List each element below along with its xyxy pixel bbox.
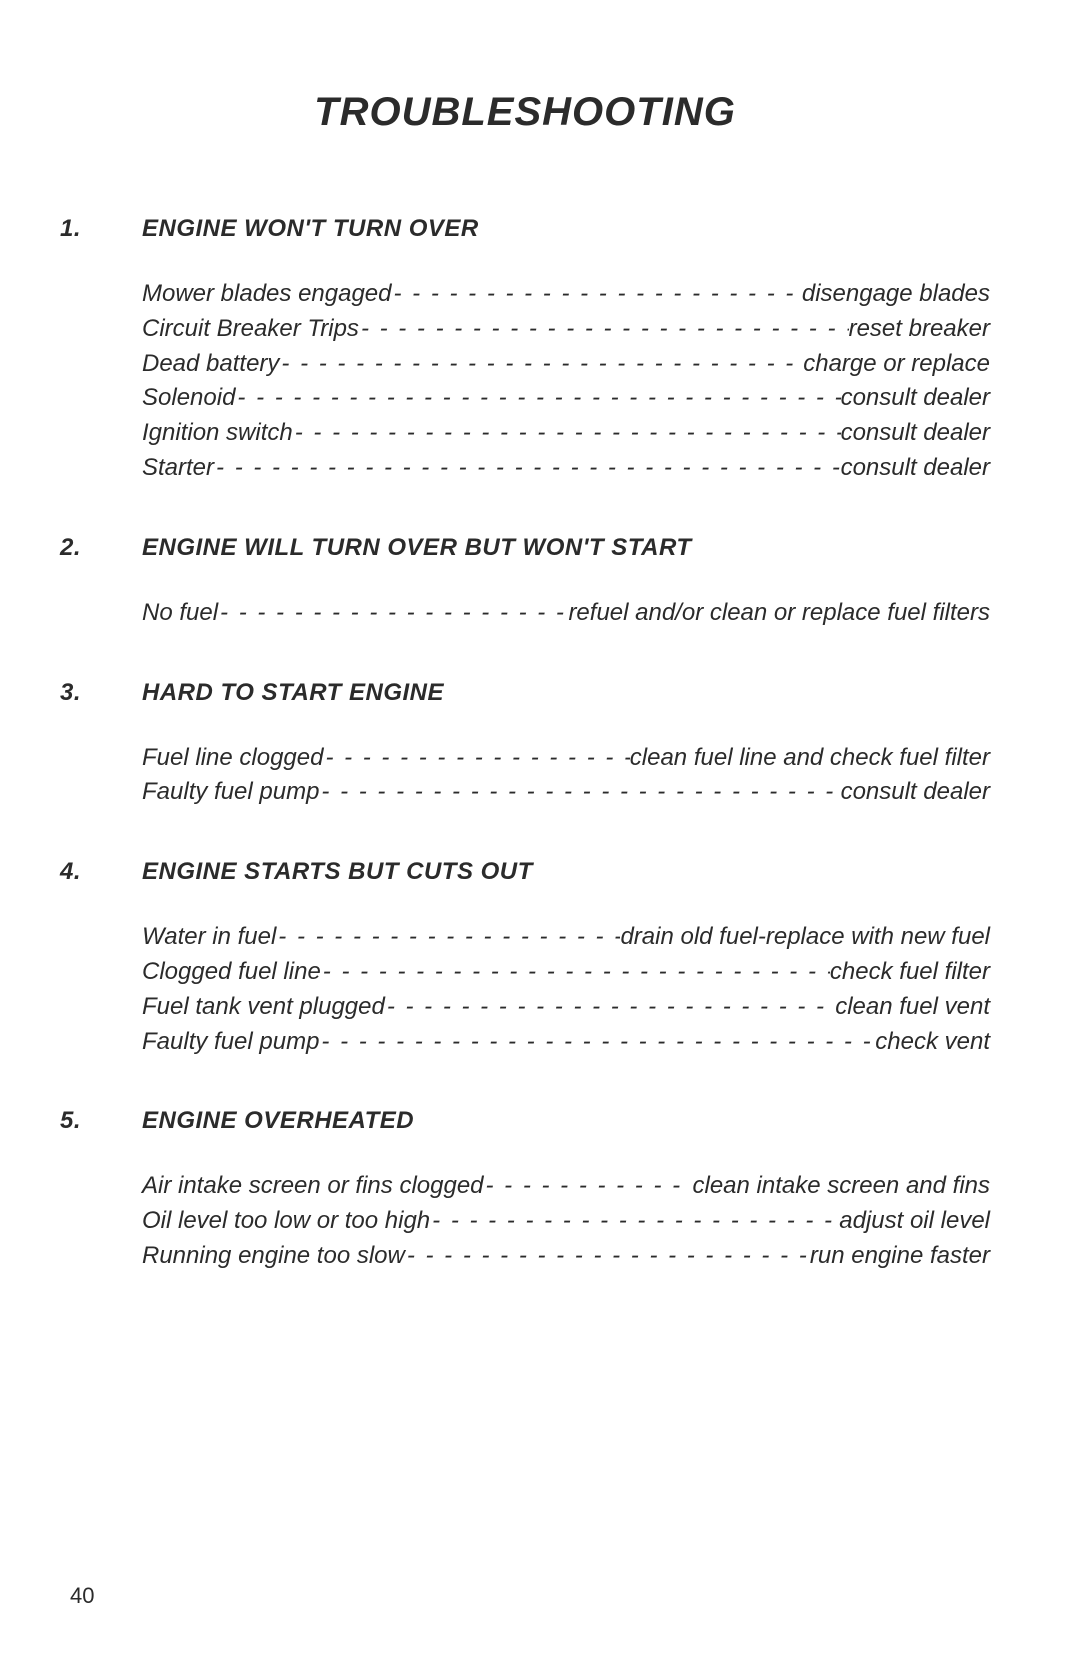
section: 1.ENGINE WON'T TURN OVER Mower blades eng…	[60, 215, 990, 486]
remedy-text: charge or replace	[803, 347, 990, 382]
page-number: 40	[70, 1583, 94, 1609]
section-header: 5.ENGINE OVERHEATED	[60, 1107, 990, 1135]
section-items: Air intake screen or fins clogged- - - -…	[60, 1169, 990, 1273]
troubleshoot-row: Air intake screen or fins clogged- - - -…	[142, 1169, 990, 1204]
leader-dashes: - - - - - - - - - - - - - - - - - - - - …	[430, 1204, 839, 1239]
section-items: Fuel line clogged- - - - - - - - - - - -…	[60, 741, 990, 811]
remedy-text: clean intake screen and fins	[692, 1169, 990, 1204]
leader-dashes: - - - - - - - - - - - - - - - - - - - - …	[321, 955, 830, 990]
sections-container: 1.ENGINE WON'T TURN OVER Mower blades eng…	[60, 215, 990, 1274]
section-header: 3.HARD TO START ENGINE	[60, 679, 990, 707]
section-items: No fuel- - - - - - - - - - - - - - - - -…	[60, 596, 990, 631]
section-heading: HARD TO START ENGINE	[142, 679, 990, 707]
cause-text: Starter	[142, 451, 214, 486]
section-header: 1.ENGINE WON'T TURN OVER	[60, 215, 990, 243]
leader-dashes: - - - - - - - - - - - - - - - - - - - - …	[276, 920, 620, 955]
section-items: Water in fuel- - - - - - - - - - - - - -…	[60, 920, 990, 1059]
section-number: 1.	[60, 215, 142, 243]
cause-text: Dead battery	[142, 347, 279, 382]
cause-text: Clogged fuel line	[142, 955, 321, 990]
remedy-text: consult dealer	[841, 451, 990, 486]
section-heading: ENGINE WILL TURN OVER BUT WON'T START	[142, 534, 990, 562]
section-heading: ENGINE OVERHEATED	[142, 1107, 990, 1135]
section-header: 4.ENGINE STARTS BUT CUTS OUT	[60, 858, 990, 886]
section: 5.ENGINE OVERHEATED Air intake screen or …	[60, 1107, 990, 1273]
cause-text: Air intake screen or fins clogged	[142, 1169, 484, 1204]
troubleshoot-row: Ignition switch- - - - - - - - - - - - -…	[142, 416, 990, 451]
cause-text: Solenoid	[142, 381, 235, 416]
troubleshoot-row: Faulty fuel pump- - - - - - - - - - - - …	[142, 775, 990, 810]
troubleshoot-row: Fuel tank vent plugged- - - - - - - - - …	[142, 990, 990, 1025]
leader-dashes: - - - - - - - - - - - - - - - - - - - - …	[319, 1025, 875, 1060]
leader-dashes: - - - - - - - - - - - - - - - - - - - - …	[319, 775, 840, 810]
page-title: TROUBLESHOOTING	[60, 90, 990, 135]
section-number: 5.	[60, 1107, 142, 1135]
leader-dashes: - - - - - - - - - - - - - - - - - - - - …	[385, 990, 835, 1025]
troubleshoot-row: Faulty fuel pump- - - - - - - - - - - - …	[142, 1025, 990, 1060]
leader-dashes: - - - - - - - - - - - - - - - - - - - - …	[405, 1239, 810, 1274]
section-header: 2.ENGINE WILL TURN OVER BUT WON'T START	[60, 534, 990, 562]
cause-text: Fuel tank vent plugged	[142, 990, 385, 1025]
troubleshoot-row: Water in fuel- - - - - - - - - - - - - -…	[142, 920, 990, 955]
cause-text: Ignition switch	[142, 416, 293, 451]
leader-dashes: - - - - - - - - - - - - - - - - - - - - …	[484, 1169, 693, 1204]
remedy-text: disengage blades	[802, 277, 990, 312]
leader-dashes: - - - - - - - - - - - - - - - - - - - - …	[235, 381, 840, 416]
section-number: 3.	[60, 679, 142, 707]
troubleshoot-row: Fuel line clogged- - - - - - - - - - - -…	[142, 741, 990, 776]
section-number: 2.	[60, 534, 142, 562]
remedy-text: clean fuel vent	[835, 990, 990, 1025]
remedy-text: consult dealer	[841, 381, 990, 416]
troubleshoot-row: Clogged fuel line- - - - - - - - - - - -…	[142, 955, 990, 990]
cause-text: No fuel	[142, 596, 218, 631]
remedy-text: check vent	[875, 1025, 990, 1060]
troubleshoot-row: Starter- - - - - - - - - - - - - - - - -…	[142, 451, 990, 486]
leader-dashes: - - - - - - - - - - - - - - - - - - - - …	[323, 741, 629, 776]
remedy-text: refuel and/or clean or replace fuel filt…	[568, 596, 990, 631]
troubleshoot-row: No fuel- - - - - - - - - - - - - - - - -…	[142, 596, 990, 631]
document-page: TROUBLESHOOTING 1.ENGINE WON'T TURN OVER…	[0, 0, 1080, 1669]
section: 4.ENGINE STARTS BUT CUTS OUT Water in fue…	[60, 858, 990, 1059]
leader-dashes: - - - - - - - - - - - - - - - - - - - - …	[359, 312, 849, 347]
leader-dashes: - - - - - - - - - - - - - - - - - - - - …	[218, 596, 568, 631]
section-heading: ENGINE WON'T TURN OVER	[142, 215, 990, 243]
leader-dashes: - - - - - - - - - - - - - - - - - - - - …	[392, 277, 802, 312]
remedy-text: run engine faster	[810, 1239, 990, 1274]
cause-text: Oil level too low or too high	[142, 1204, 430, 1239]
cause-text: Fuel line clogged	[142, 741, 323, 776]
troubleshoot-row: Mower blades engaged- - - - - - - - - - …	[142, 277, 990, 312]
troubleshoot-row: Dead battery- - - - - - - - - - - - - - …	[142, 347, 990, 382]
remedy-text: consult dealer	[841, 416, 990, 451]
cause-text: Faulty fuel pump	[142, 1025, 319, 1060]
remedy-text: adjust oil level	[839, 1204, 990, 1239]
section: 3.HARD TO START ENGINE Fuel line clogged-…	[60, 679, 990, 811]
leader-dashes: - - - - - - - - - - - - - - - - - - - - …	[293, 416, 841, 451]
remedy-text: drain old fuel-replace with new fuel	[620, 920, 990, 955]
cause-text: Water in fuel	[142, 920, 276, 955]
troubleshoot-row: Solenoid- - - - - - - - - - - - - - - - …	[142, 381, 990, 416]
cause-text: Circuit Breaker Trips	[142, 312, 359, 347]
remedy-text: consult dealer	[841, 775, 990, 810]
troubleshoot-row: Oil level too low or too high- - - - - -…	[142, 1204, 990, 1239]
troubleshoot-row: Circuit Breaker Trips- - - - - - - - - -…	[142, 312, 990, 347]
section-items: Mower blades engaged- - - - - - - - - - …	[60, 277, 990, 486]
cause-text: Faulty fuel pump	[142, 775, 319, 810]
cause-text: Running engine too slow	[142, 1239, 405, 1274]
remedy-text: reset breaker	[849, 312, 990, 347]
remedy-text: clean fuel line and check fuel filter	[630, 741, 990, 776]
remedy-text: check fuel filter	[830, 955, 990, 990]
leader-dashes: - - - - - - - - - - - - - - - - - - - - …	[279, 347, 803, 382]
section-heading: ENGINE STARTS BUT CUTS OUT	[142, 858, 990, 886]
troubleshoot-row: Running engine too slow- - - - - - - - -…	[142, 1239, 990, 1274]
leader-dashes: - - - - - - - - - - - - - - - - - - - - …	[214, 451, 841, 486]
section-number: 4.	[60, 858, 142, 886]
section: 2.ENGINE WILL TURN OVER BUT WON'T START N…	[60, 534, 990, 631]
cause-text: Mower blades engaged	[142, 277, 392, 312]
